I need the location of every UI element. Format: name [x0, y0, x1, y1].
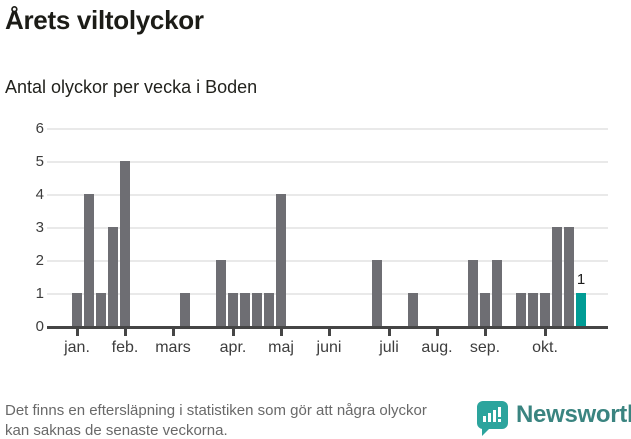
newsworthy-logo[interactable]: Newsworthy [477, 401, 631, 436]
y-axis-label-0: 0 [35, 318, 44, 335]
logo-bar-chart-icon [493, 410, 496, 422]
x-axis-label-okt: okt. [532, 339, 558, 356]
bar-week-14 [228, 293, 238, 326]
logo-bubble-tail [482, 428, 490, 436]
gridline-2 [47, 260, 608, 262]
x-axis-tick-apr [232, 329, 235, 336]
x-axis-line [47, 326, 608, 329]
bar-week-15 [240, 293, 250, 326]
y-axis-label-2: 2 [35, 252, 44, 269]
bar-week-39 [528, 293, 538, 326]
x-axis-tick-sep [484, 329, 487, 336]
bar-week-4 [108, 227, 118, 326]
gridline-4 [47, 194, 608, 196]
x-axis-label-maj: maj [268, 339, 294, 356]
x-axis-label-juni: juni [316, 339, 342, 356]
logo-exclamation-icon [498, 407, 501, 417]
newsworthy-logo-text: Newsworthy [516, 401, 631, 428]
gridline-5 [47, 161, 608, 163]
x-axis-tick-feb [124, 329, 127, 336]
bar-week-16 [252, 293, 262, 326]
highlight-bar-week-43 [576, 293, 586, 326]
y-axis-label-3: 3 [35, 219, 44, 236]
bar-week-35 [480, 293, 490, 326]
chart-subtitle: Antal olyckor per vecka i Boden [5, 77, 258, 97]
x-axis-label-apr: apr. [219, 339, 247, 356]
bar-week-38 [516, 293, 526, 326]
gridline-3 [47, 227, 608, 229]
x-axis-label-sep: sep. [469, 339, 501, 356]
bar-week-13 [216, 260, 226, 326]
x-axis-tick-maj [280, 329, 283, 336]
bar-week-26 [372, 260, 382, 326]
bar-week-10 [180, 293, 190, 326]
y-axis-label-5: 5 [35, 153, 44, 170]
bar-week-18 [276, 194, 286, 326]
bar-week-36 [492, 260, 502, 326]
gridline-1 [47, 293, 608, 295]
newsworthy-logo-icon [477, 401, 508, 436]
y-axis-label-6: 6 [35, 120, 44, 137]
bar-week-3 [96, 293, 106, 326]
bar-week-1 [72, 293, 82, 326]
x-axis-label-feb: feb. [111, 339, 139, 356]
x-axis-label-mars: mars [155, 339, 191, 356]
x-axis-label-jan: jan. [64, 339, 90, 356]
logo-bar-chart-icon [488, 413, 491, 422]
y-axis-label-1: 1 [35, 285, 44, 302]
x-axis-tick-okt [544, 329, 547, 336]
logo-bar-chart-icon [483, 416, 486, 422]
y-axis-label-4: 4 [35, 186, 44, 203]
bar-week-2 [84, 194, 94, 326]
bar-week-29 [408, 293, 418, 326]
bar-week-42 [564, 227, 574, 326]
x-axis-tick-jan [76, 329, 79, 336]
logo-exclamation-icon [498, 419, 501, 422]
x-axis-label-juli: juli [379, 339, 399, 356]
x-axis-tick-aug [436, 329, 439, 336]
x-axis-tick-juni [328, 329, 331, 336]
x-axis-tick-mars [172, 329, 175, 336]
highlight-value-label: 1 [576, 271, 586, 288]
chart-title: Årets viltolyckor [5, 5, 204, 35]
bar-week-17 [264, 293, 274, 326]
gridline-6 [47, 128, 608, 130]
bar-week-5 [120, 161, 130, 326]
bar-week-40 [540, 293, 550, 326]
bar-week-34 [468, 260, 478, 326]
bar-week-41 [552, 227, 562, 326]
x-axis-label-aug: aug. [421, 339, 453, 356]
x-axis-tick-juli [388, 329, 391, 336]
footer-note: Det finns en eftersläpning i statistiken… [5, 402, 427, 439]
